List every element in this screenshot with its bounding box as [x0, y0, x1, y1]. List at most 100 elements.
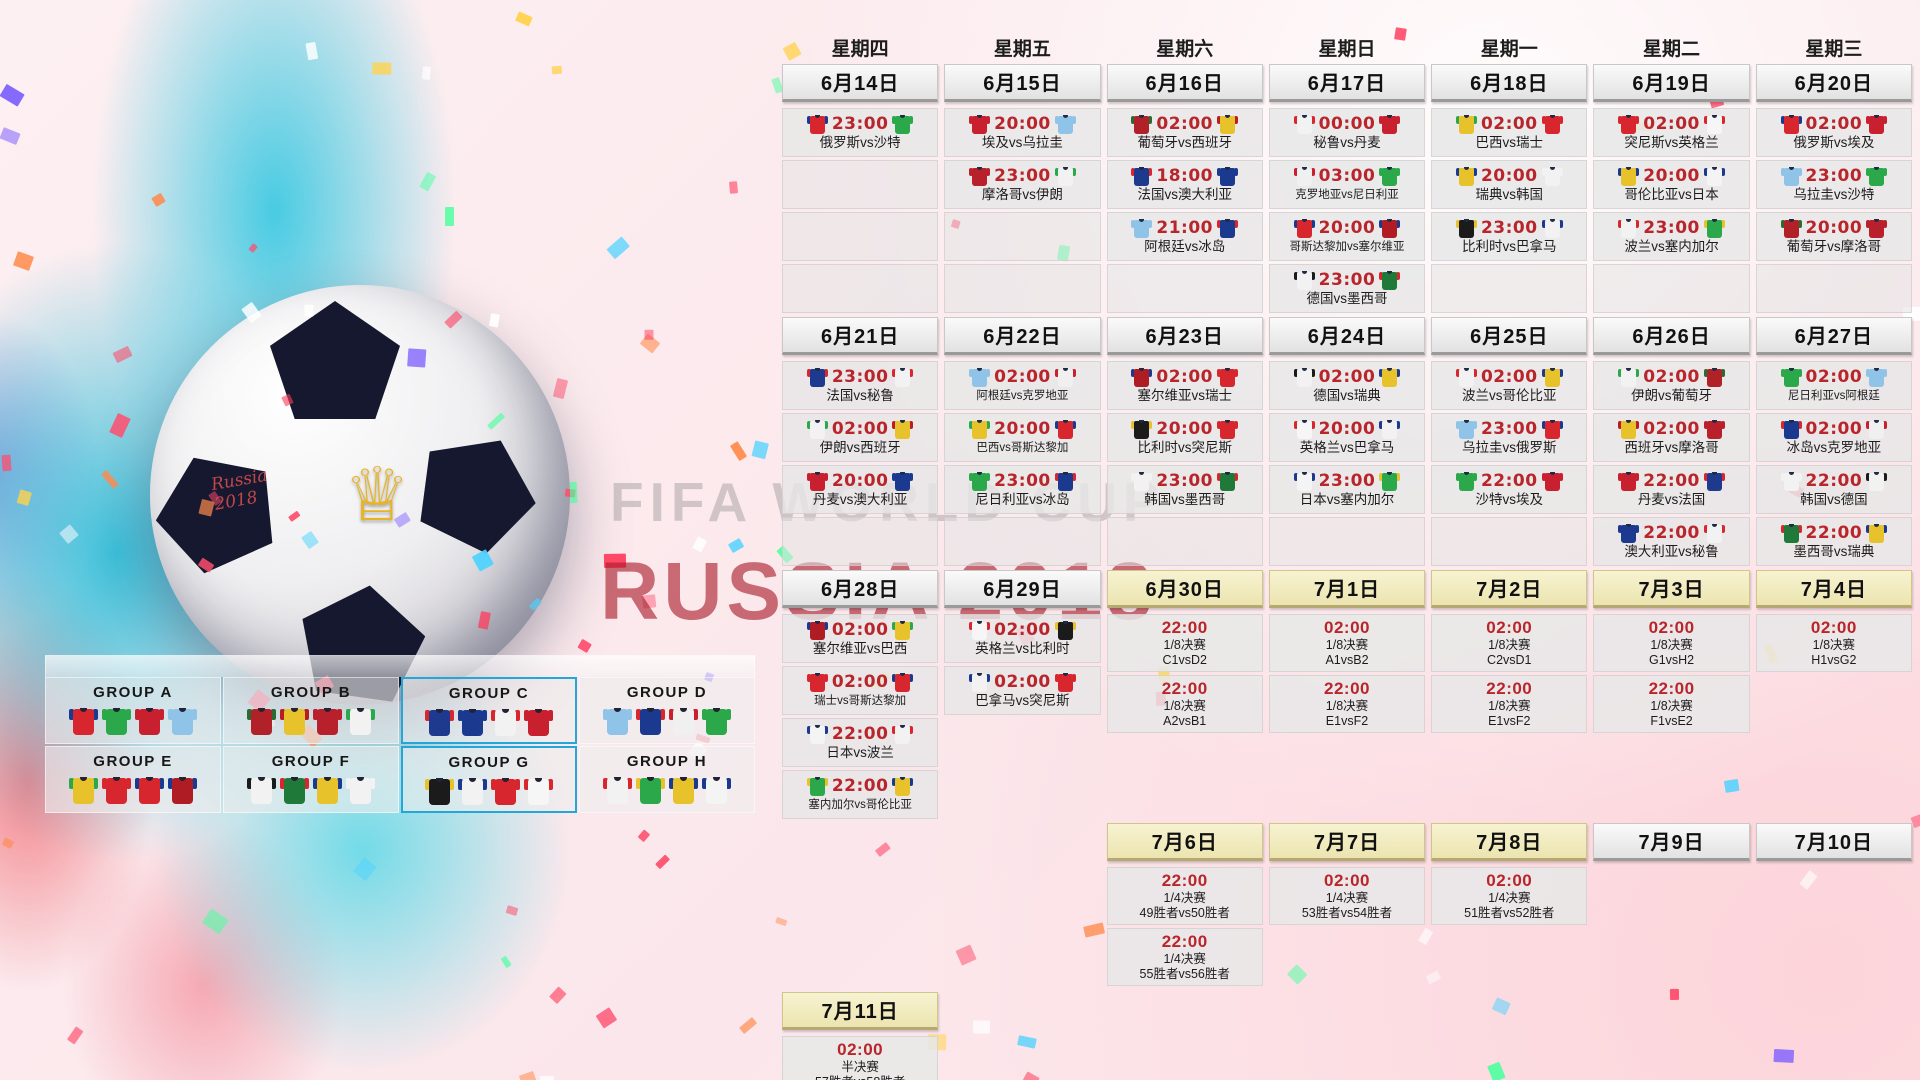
match-cell[interactable]: 20:00 丹麦vs澳大利亚 [782, 465, 939, 514]
match-cell[interactable]: 02:00 瑞士vs哥斯达黎加 [782, 666, 939, 715]
date-header[interactable]: 6月25日 [1431, 317, 1588, 355]
knockout-match-cell[interactable]: 02:00 1/4决赛 53胜者vs54胜者 [1268, 867, 1426, 925]
date-header[interactable]: 7月11日 [782, 992, 939, 1030]
match-cell[interactable]: 02:00 塞尔维亚vs巴西 [782, 614, 939, 663]
match-cell[interactable]: 22:00 丹麦vs法国 [1593, 465, 1750, 514]
match-cell[interactable]: 20:00 比利时vs突尼斯 [1106, 413, 1263, 462]
group-card-group-b[interactable]: GROUP B [223, 677, 399, 744]
match-cell[interactable]: 20:00 瑞典vs韩国 [1431, 160, 1588, 209]
knockout-match-cell[interactable]: 02:00 1/8决赛 A1vsB2 [1268, 614, 1426, 672]
group-card-group-e[interactable]: GROUP E [45, 746, 221, 813]
match-cell[interactable]: 02:00 冰岛vs克罗地亚 [1755, 413, 1912, 462]
match-cell[interactable]: 23:00 摩洛哥vs伊朗 [944, 160, 1101, 209]
date-header[interactable]: 6月20日 [1755, 64, 1912, 102]
group-card-group-a[interactable]: GROUP A [45, 677, 221, 744]
date-header[interactable]: 6月30日 [1106, 570, 1263, 608]
match-cell[interactable]: 02:00 俄罗斯vs埃及 [1755, 108, 1912, 157]
date-header[interactable]: 7月6日 [1106, 823, 1263, 861]
match-cell[interactable]: 00:00 秘鲁vs丹麦 [1268, 108, 1426, 157]
date-header[interactable]: 6月26日 [1593, 317, 1750, 355]
match-cell[interactable]: 23:00 尼日利亚vs冰岛 [944, 465, 1101, 514]
match-header: 20:00 [1273, 418, 1421, 439]
match-cell[interactable]: 23:00 俄罗斯vs沙特 [782, 108, 939, 157]
match-cell[interactable]: 23:00 韩国vs墨西哥 [1106, 465, 1263, 514]
group-card-group-h[interactable]: GROUP H [579, 746, 755, 813]
match-cell[interactable]: 02:00 英格兰vs比利时 [944, 614, 1101, 663]
date-header[interactable]: 7月10日 [1755, 823, 1912, 861]
knockout-match-cell[interactable]: 22:00 1/8决赛 E1vsF2 [1431, 675, 1588, 733]
match-cell[interactable]: 02:00 伊朗vs葡萄牙 [1593, 361, 1750, 410]
match-cell[interactable]: 20:00 葡萄牙vs摩洛哥 [1755, 212, 1912, 261]
match-cell[interactable]: 22:00 澳大利亚vs秘鲁 [1593, 517, 1750, 566]
knockout-match-cell[interactable]: 02:00 1/8决赛 H1vsG2 [1755, 614, 1912, 672]
group-card-group-f[interactable]: GROUP F [223, 746, 399, 813]
date-header[interactable]: 6月23日 [1106, 317, 1263, 355]
match-cell[interactable]: 02:00 波兰vs哥伦比亚 [1431, 361, 1588, 410]
knockout-match-cell[interactable]: 22:00 1/8决赛 A2vsB1 [1106, 675, 1263, 733]
match-cell[interactable]: 23:00 乌拉圭vs沙特 [1755, 160, 1912, 209]
knockout-match-cell[interactable]: 22:00 1/8决赛 E1vsF2 [1268, 675, 1426, 733]
group-card-group-d[interactable]: GROUP D [579, 677, 755, 744]
date-header[interactable]: 6月16日 [1106, 64, 1263, 102]
match-cell[interactable]: 02:00 巴西vs瑞士 [1431, 108, 1588, 157]
match-cell[interactable]: 20:00 埃及vs乌拉圭 [944, 108, 1101, 157]
match-cell[interactable]: 02:00 阿根廷vs克罗地亚 [944, 361, 1101, 410]
knockout-match-cell[interactable]: 22:00 1/8决赛 C1vsD2 [1106, 614, 1263, 672]
match-cell[interactable]: 23:00 法国vs秘鲁 [782, 361, 939, 410]
knockout-match-cell[interactable]: 22:00 1/4决赛 49胜者vs50胜者 [1106, 867, 1263, 925]
match-cell[interactable]: 22:00 韩国vs德国 [1755, 465, 1912, 514]
knockout-match-cell[interactable]: 02:00 1/8决赛 G1vsH2 [1593, 614, 1750, 672]
date-header[interactable]: 6月29日 [944, 570, 1101, 608]
match-time: 23:00 [994, 165, 1051, 186]
match-cell[interactable]: 20:00 英格兰vs巴拿马 [1268, 413, 1426, 462]
match-time: 20:00 [1805, 217, 1863, 238]
match-cell[interactable]: 23:00 波兰vs塞内加尔 [1593, 212, 1750, 261]
date-header[interactable]: 6月22日 [944, 317, 1101, 355]
knockout-match-cell[interactable]: 02:00 1/4决赛 51胜者vs52胜者 [1431, 867, 1588, 925]
date-header[interactable]: 6月21日 [782, 317, 939, 355]
match-cell[interactable]: 23:00 德国vs墨西哥 [1268, 264, 1426, 313]
group-card-group-g[interactable]: GROUP G [401, 746, 577, 813]
match-cell[interactable]: 02:00 伊朗vs西班牙 [782, 413, 939, 462]
match-cell[interactable]: 22:00 日本vs波兰 [782, 718, 939, 767]
match-cell[interactable]: 18:00 法国vs澳大利亚 [1106, 160, 1263, 209]
date-header[interactable]: 7月8日 [1431, 823, 1588, 861]
match-cell[interactable]: 02:00 突尼斯vs英格兰 [1593, 108, 1750, 157]
knockout-match-cell[interactable]: 22:00 1/4决赛 55胜者vs56胜者 [1106, 928, 1263, 986]
date-header[interactable]: 6月24日 [1268, 317, 1426, 355]
knockout-match-cell[interactable]: 22:00 1/8决赛 F1vsE2 [1593, 675, 1750, 733]
knockout-match-cell[interactable]: 02:00半决赛57胜者vs58胜者 [782, 1036, 939, 1080]
date-header[interactable]: 6月18日 [1431, 64, 1588, 102]
date-header[interactable]: 7月7日 [1268, 823, 1426, 861]
match-cell[interactable]: 02:00 德国vs瑞典 [1268, 361, 1426, 410]
date-header[interactable]: 6月17日 [1268, 64, 1426, 102]
knockout-match-cell[interactable]: 02:00 1/8决赛 C2vsD1 [1431, 614, 1588, 672]
date-header[interactable]: 6月15日 [944, 64, 1101, 102]
match-cell[interactable]: 02:00 巴拿马vs突尼斯 [944, 666, 1101, 715]
match-cell[interactable]: 20:00 巴西vs哥斯达黎加 [944, 413, 1101, 462]
date-header[interactable]: 7月2日 [1431, 570, 1588, 608]
date-header[interactable]: 6月14日 [782, 64, 939, 102]
match-cell[interactable]: 02:00 尼日利亚vs阿根廷 [1755, 361, 1912, 410]
match-cell[interactable]: 02:00 西班牙vs摩洛哥 [1593, 413, 1750, 462]
match-cell[interactable]: 22:00 墨西哥vs瑞典 [1755, 517, 1912, 566]
match-cell[interactable]: 20:00 哥伦比亚vs日本 [1593, 160, 1750, 209]
date-header[interactable]: 6月27日 [1755, 317, 1912, 355]
date-header[interactable]: 7月4日 [1755, 570, 1912, 608]
date-header[interactable]: 6月19日 [1593, 64, 1750, 102]
match-cell[interactable]: 03:00 克罗地亚vs尼日利亚 [1268, 160, 1426, 209]
group-card-group-c[interactable]: GROUP C [401, 677, 577, 744]
match-cell[interactable]: 02:00 塞尔维亚vs瑞士 [1106, 361, 1263, 410]
match-cell[interactable]: 21:00 阿根廷vs冰岛 [1106, 212, 1263, 261]
match-cell[interactable]: 23:00 比利时vs巴拿马 [1431, 212, 1588, 261]
match-cell[interactable]: 23:00 乌拉圭vs俄罗斯 [1431, 413, 1588, 462]
date-header[interactable]: 7月9日 [1593, 823, 1750, 861]
match-cell[interactable]: 22:00 塞内加尔vs哥伦比亚 [782, 770, 939, 819]
match-cell[interactable]: 02:00 葡萄牙vs西班牙 [1106, 108, 1263, 157]
date-header[interactable]: 7月3日 [1593, 570, 1750, 608]
match-cell[interactable]: 22:00 沙特vs埃及 [1431, 465, 1588, 514]
match-cell[interactable]: 23:00 日本vs塞内加尔 [1268, 465, 1426, 514]
date-header[interactable]: 6月28日 [782, 570, 939, 608]
date-header[interactable]: 7月1日 [1268, 570, 1426, 608]
match-cell[interactable]: 20:00 哥斯达黎加vs塞尔维亚 [1268, 212, 1426, 261]
